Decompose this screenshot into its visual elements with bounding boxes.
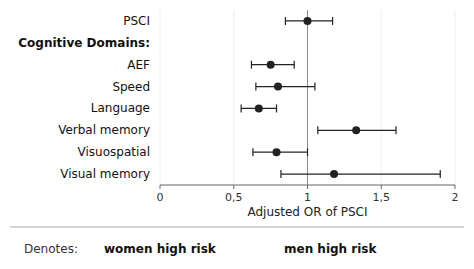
annotation: Denotes: [24,242,78,256]
plot-area [241,10,440,185]
grid-line [381,10,382,185]
error-cap [255,83,256,91]
category-label: Cognitive Domains: [18,36,150,50]
category-label: PSCI [123,14,150,28]
point [274,83,282,91]
error-cap [241,104,242,112]
category-label: AEF [127,58,150,72]
error-cap [314,83,315,91]
grid-line [455,10,456,185]
tick-label: 1 [304,191,311,204]
tick-mark [455,185,456,189]
category-label: Language [91,101,150,115]
point [330,170,338,178]
tick-label: 0,5 [225,191,243,204]
error-cap [332,17,333,25]
tick-mark [233,185,234,189]
error-cap [317,126,318,134]
point [352,126,360,134]
grid-line [160,10,161,185]
error-cap [395,126,396,134]
chart: 0 0,5 1 1,5 2 Adjusted OR of PSCI PSCI Cognitiv… [0,0,474,269]
error-cap [285,17,286,25]
tick-label: 0 [157,191,164,204]
x-axis-label: Adjusted OR of PSCI [247,205,367,219]
point [273,148,281,156]
annotation: women high risk [104,242,217,256]
category-label: Visual memory [60,167,150,181]
category-label: Verbal memory [58,123,150,137]
error-bar [281,173,440,174]
tick-mark [381,185,382,189]
reference-line [307,10,308,185]
category-label: Visuospatial [78,145,150,159]
error-bar [256,86,315,87]
point [267,61,275,69]
tick-label: 1,5 [373,191,391,204]
point [304,17,312,25]
grid-line [307,10,308,185]
error-cap [252,148,253,156]
error-cap [251,61,252,69]
chart-container: 0 0,5 1 1,5 2 Adjusted OR of PSCI PSCI Cognitiv… [0,0,474,269]
separator [10,227,464,228]
error-cap [294,61,295,69]
error-cap [307,148,308,156]
error-cap [276,104,277,112]
tick-mark [307,185,308,189]
category-label: Speed [112,80,150,94]
grid-line [233,10,234,185]
tick-mark [160,185,161,189]
annotation: men high risk [284,242,378,256]
error-cap [440,170,441,178]
point [255,104,263,112]
error-cap [280,170,281,178]
tick-label: 2 [452,191,459,204]
